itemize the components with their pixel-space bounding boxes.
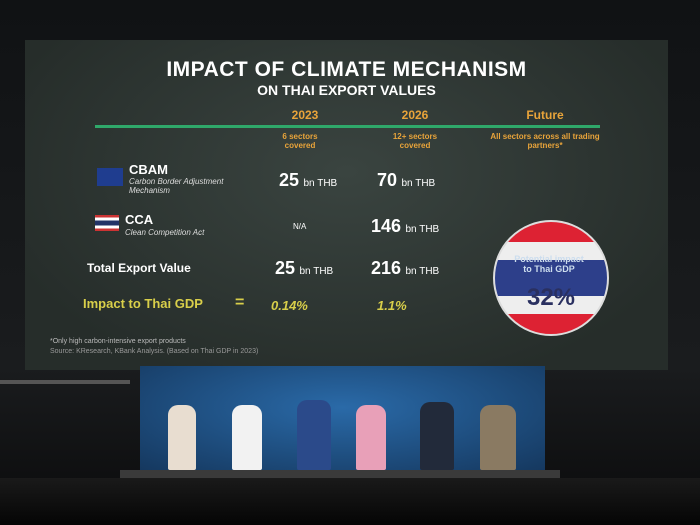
value-unit: bn THB — [303, 178, 338, 189]
stage-backdrop — [140, 366, 545, 470]
title: IMPACT OF CLIMATE MECHANISM — [166, 58, 527, 81]
column-note: 12+ sectors covered — [392, 132, 438, 150]
value: 25 bn THB — [279, 170, 337, 191]
value-unit: bn THB — [401, 178, 436, 189]
row-label: Total Export Value — [87, 261, 191, 275]
speaker — [232, 405, 262, 470]
badge-text: Potential impact to Thai GDP — [514, 254, 584, 274]
speaker — [168, 405, 196, 470]
column-year: Future — [526, 108, 564, 122]
row-label: CBAM — [129, 162, 168, 177]
badge — [493, 220, 609, 336]
footnote: *Only high carbon-intensive export produ… — [50, 338, 186, 345]
audience — [0, 478, 700, 525]
value: 70 bn THB — [377, 170, 435, 191]
truss — [0, 380, 130, 384]
speaker — [297, 400, 331, 470]
row-label: Impact to Thai GDP — [83, 296, 203, 311]
value-number: 1.1% — [377, 298, 407, 313]
value-number: 0.14% — [271, 298, 308, 313]
value-number: 146 — [371, 216, 402, 236]
row-desc: Carbon Border Adjustment Mechanism — [129, 177, 224, 195]
speaker — [480, 405, 516, 470]
source: Source: KResearch, KBank Analysis. (Base… — [50, 348, 259, 355]
speaker — [356, 405, 386, 470]
value-number: 70 — [377, 170, 398, 190]
column-note: All sectors across all trading partners* — [490, 132, 600, 150]
slide: IMPACT OF CLIMATE MECHANISM ON THAI EXPO… — [25, 40, 668, 370]
column-year: 2026 — [401, 108, 429, 122]
value-unit: bn THB — [405, 224, 440, 235]
column-note: 6 sectors covered — [282, 132, 318, 150]
value-number: 25 — [275, 258, 296, 278]
value-number: 216 — [371, 258, 402, 278]
value-number: 25 — [279, 170, 300, 190]
row-label: CCA — [125, 212, 154, 227]
value-unit: bn THB — [299, 266, 334, 277]
value: 216 bn THB — [371, 258, 439, 279]
value: 25 bn THB — [275, 258, 333, 279]
badge-value: 32% — [526, 284, 576, 311]
value-unit: bn THB — [405, 266, 440, 277]
thai-flag — [95, 215, 119, 231]
subtitle: ON THAI EXPORT VALUES — [257, 82, 436, 98]
row-desc: Clean Competition Act — [125, 228, 205, 237]
column-year: 2023 — [291, 108, 319, 122]
divider — [95, 125, 600, 128]
equals: = — [235, 294, 245, 311]
value-number: N/A — [293, 222, 307, 231]
value: 146 bn THB — [371, 216, 439, 237]
speaker — [420, 402, 454, 470]
eu-flag — [97, 168, 123, 186]
